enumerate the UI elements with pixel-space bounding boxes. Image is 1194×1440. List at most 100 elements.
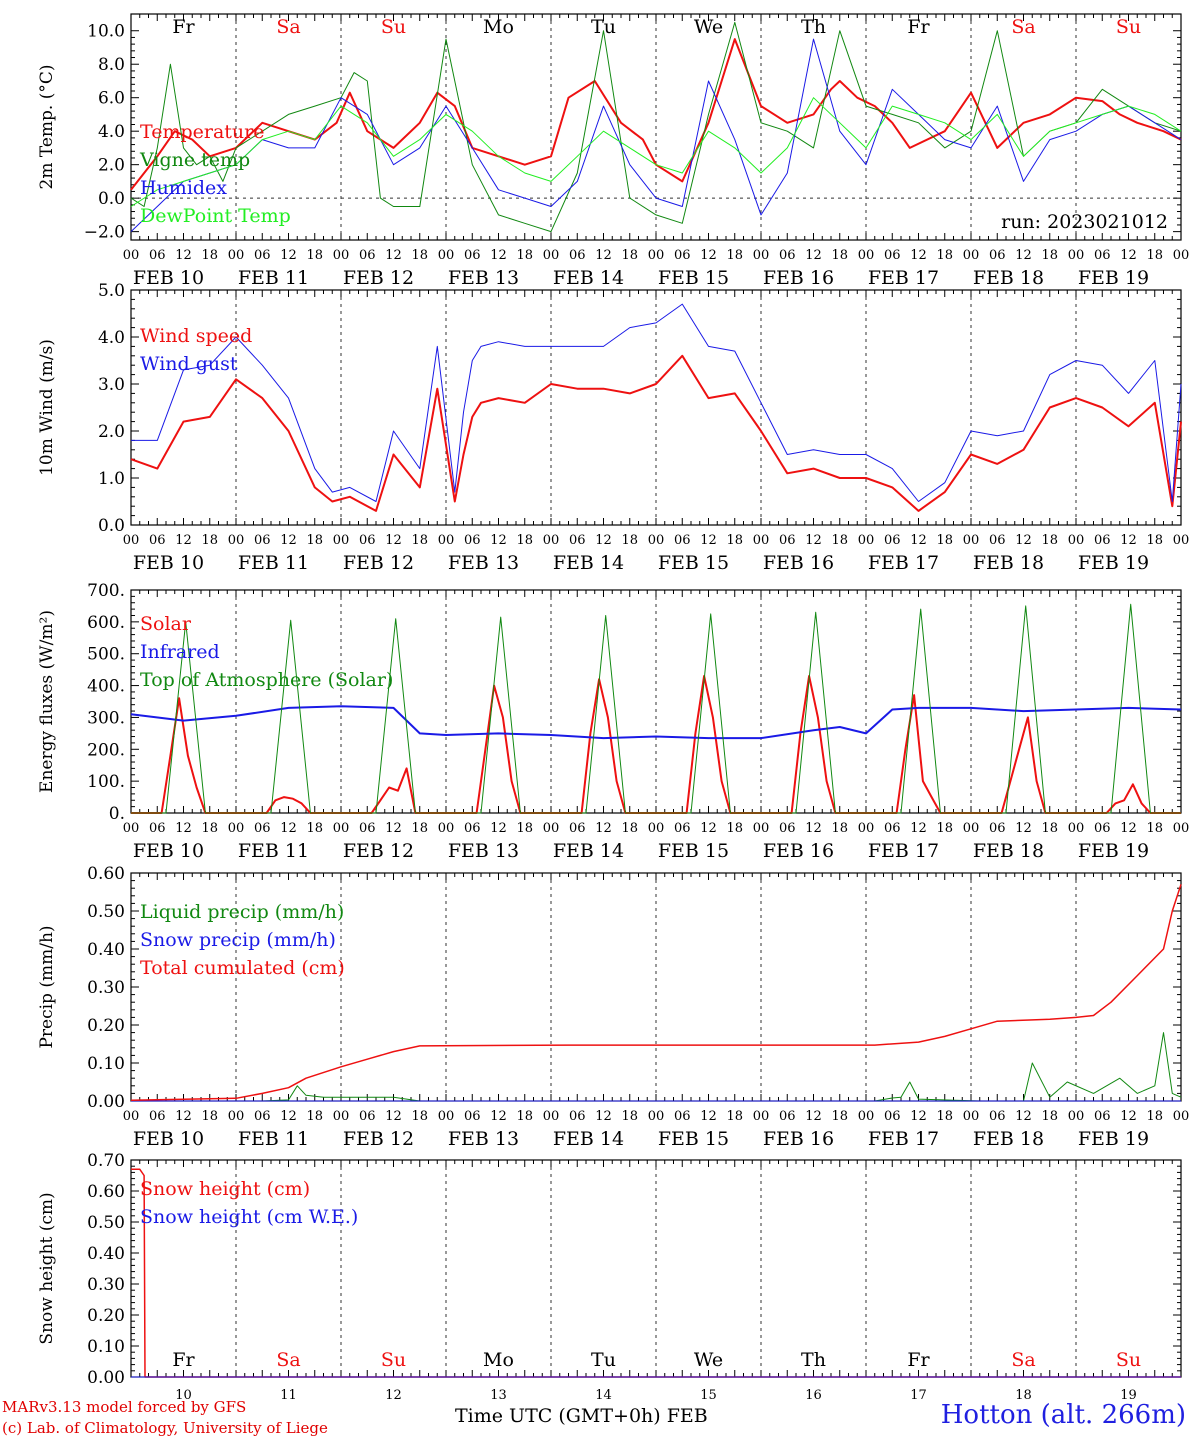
- date-label: FEB 19: [1078, 552, 1149, 574]
- day-number-label: 11: [280, 1388, 297, 1403]
- hour-label: 00: [228, 248, 245, 263]
- y-tick-label: 0.50: [87, 1213, 125, 1233]
- day-of-week-label: Su: [1116, 1349, 1141, 1371]
- lab-credit: (c) Lab. of Climatology, University of L…: [2, 1419, 328, 1437]
- hour-label: 18: [1146, 1109, 1163, 1124]
- y-tick-label: 4.0: [98, 328, 125, 348]
- hour-label: 06: [359, 533, 376, 548]
- hour-label: 00: [648, 821, 665, 836]
- hour-label: 06: [569, 533, 586, 548]
- series-line: [131, 303, 1182, 502]
- hour-label: 12: [175, 1109, 192, 1124]
- hour-label: 12: [805, 1109, 822, 1124]
- hour-label: 18: [936, 1109, 953, 1124]
- hour-label: 00: [648, 533, 665, 548]
- hour-label: 06: [989, 821, 1006, 836]
- y-tick-label: 0.0: [98, 189, 125, 209]
- legend-entry: Humidex: [140, 177, 227, 199]
- hour-label: 06: [149, 248, 166, 263]
- hour-label: 06: [989, 1109, 1006, 1124]
- date-label: FEB 16: [763, 267, 834, 289]
- station-name: Hotton (alt. 266m): [940, 1400, 1186, 1430]
- hour-label: 18: [516, 1109, 533, 1124]
- y-tick-label: 0.10: [87, 1054, 125, 1074]
- hour-label: 12: [490, 533, 507, 548]
- y-axis-label: Energy fluxes (W/m²): [37, 610, 57, 793]
- hour-label: 18: [516, 821, 533, 836]
- hour-label: 06: [149, 533, 166, 548]
- hour-label: 18: [1146, 821, 1163, 836]
- legend-entry: Snow height (cm): [140, 1178, 310, 1200]
- hour-label: 00: [438, 821, 455, 836]
- hour-label: 06: [359, 821, 376, 836]
- day-of-week-label: Su: [1116, 16, 1141, 38]
- hour-label: 00: [333, 1109, 350, 1124]
- date-label: FEB 17: [868, 267, 939, 289]
- hour-label: 18: [1041, 533, 1058, 548]
- hour-label: 12: [1120, 1109, 1137, 1124]
- date-label: FEB 10: [133, 840, 204, 862]
- hour-label: 06: [359, 1109, 376, 1124]
- hour-label: 06: [884, 1109, 901, 1124]
- hour-label: 06: [359, 248, 376, 263]
- hour-label: 18: [726, 821, 743, 836]
- hour-label: 12: [1015, 248, 1032, 263]
- day-of-week-label: Th: [801, 1349, 826, 1371]
- y-tick-label: 600.: [87, 613, 125, 633]
- y-tick-label: 3.0: [98, 375, 125, 395]
- hour-label: 18: [411, 821, 428, 836]
- hour-label: 18: [726, 1109, 743, 1124]
- y-tick-label: 0.00: [87, 1092, 125, 1112]
- hour-label: 18: [936, 821, 953, 836]
- hour-label: 00: [753, 1109, 770, 1124]
- series-line: [131, 1032, 1182, 1102]
- hour-label: 18: [1041, 248, 1058, 263]
- date-label: FEB 18: [973, 267, 1044, 289]
- hour-label: 12: [385, 1109, 402, 1124]
- day-of-week-label: We: [694, 16, 723, 38]
- hour-label: 06: [989, 248, 1006, 263]
- hour-label: 18: [831, 821, 848, 836]
- day-number-label: 12: [385, 1388, 402, 1403]
- day-of-week-label: Fr: [907, 1349, 930, 1371]
- legend-entry: Temperature: [140, 121, 264, 143]
- hour-label: 12: [280, 821, 297, 836]
- y-tick-label: 0.30: [87, 978, 125, 998]
- day-of-week-label: Mo: [483, 1349, 514, 1371]
- hour-label: 12: [1120, 821, 1137, 836]
- hour-label: 00: [333, 821, 350, 836]
- hour-label: 00: [1173, 533, 1190, 548]
- series-line: [131, 603, 1181, 814]
- hour-label: 12: [700, 248, 717, 263]
- hour-label: 00: [648, 1109, 665, 1124]
- day-of-week-label: Mo: [483, 16, 514, 38]
- day-of-week-label: Su: [381, 16, 406, 38]
- y-tick-label: 300.: [87, 708, 125, 728]
- hour-label: 12: [595, 533, 612, 548]
- y-tick-label: 0.10: [87, 1337, 125, 1357]
- hour-label: 00: [438, 533, 455, 548]
- y-tick-label: 200.: [87, 740, 125, 760]
- date-label: FEB 10: [133, 267, 204, 289]
- legend-entry: Vigne temp: [139, 149, 250, 171]
- hour-label: 12: [175, 533, 192, 548]
- date-label: FEB 13: [448, 552, 519, 574]
- hour-label: 12: [595, 248, 612, 263]
- day-number-label: 19: [1120, 1388, 1137, 1403]
- hour-label: 18: [516, 533, 533, 548]
- y-axis-label: 10m Wind (m/s): [37, 339, 57, 476]
- series-line: [130, 97, 1182, 207]
- y-tick-label: 0.50: [87, 902, 125, 922]
- y-tick-label: 4.0: [98, 122, 125, 142]
- date-label: FEB 18: [973, 552, 1044, 574]
- y-tick-label: 6.0: [98, 89, 125, 109]
- hour-label: 12: [700, 533, 717, 548]
- y-tick-label: 8.0: [98, 55, 125, 75]
- hour-label: 12: [1015, 1109, 1032, 1124]
- hour-label: 18: [201, 248, 218, 263]
- date-label: FEB 15: [658, 1128, 729, 1150]
- y-tick-label: 0.60: [87, 864, 125, 884]
- date-label: FEB 16: [763, 552, 834, 574]
- day-of-week-label: Tu: [591, 16, 616, 38]
